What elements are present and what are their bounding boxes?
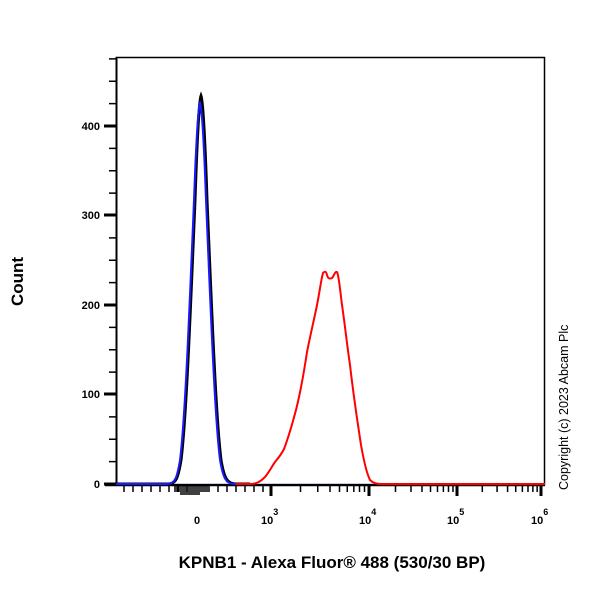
y-axis-minor-ticks — [109, 58, 116, 463]
x-tick-label: 0 — [194, 515, 200, 527]
y-tick-label: 200 — [82, 300, 100, 312]
x-axis-ticks — [123, 486, 543, 496]
y-tick-label: 300 — [82, 210, 100, 222]
y-tick-label: 400 — [82, 121, 100, 133]
x-axis-label: KPNB1 - Alexa Fluor® 488 (530/30 BP) — [0, 553, 600, 573]
x-tick-label: 104 — [359, 507, 376, 527]
x-tick-label: 103 — [261, 507, 278, 527]
y-tick-label: 0 — [94, 479, 100, 491]
red-series-curve — [236, 270, 545, 485]
y-axis-tick-labels: 0 100 200 300 400 — [82, 121, 100, 491]
y-axis-label: Count — [8, 256, 27, 306]
y-tick-label: 100 — [82, 389, 100, 401]
x-axis-tick-labels: 0 103 104 105 106 — [194, 507, 548, 527]
x-tick-label: 105 — [447, 507, 464, 527]
y-axis-major-ticks — [104, 124, 116, 486]
x-axis-label-text: KPNB1 - Alexa Fluor® 488 (530/30 BP) — [178, 553, 486, 572]
copyright-notice: Copyright (c) 2023 Abcam Plc — [557, 324, 571, 490]
blue-series-curve — [116, 100, 250, 485]
plot-frame — [115, 56, 546, 486]
x-tick-label: 106 — [531, 507, 548, 527]
